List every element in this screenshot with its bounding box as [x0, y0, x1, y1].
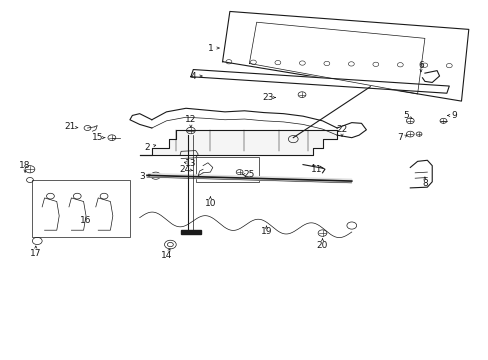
- Text: 3: 3: [139, 172, 144, 181]
- Polygon shape: [140, 130, 336, 155]
- Text: 1: 1: [207, 44, 213, 53]
- Polygon shape: [222, 12, 468, 101]
- Text: 20: 20: [316, 241, 327, 250]
- Text: 11: 11: [310, 165, 322, 174]
- Text: 21: 21: [64, 122, 76, 131]
- Text: 8: 8: [421, 179, 427, 188]
- Text: 17: 17: [30, 249, 41, 258]
- Bar: [195, 157, 259, 182]
- Text: 19: 19: [260, 228, 272, 237]
- Text: 13: 13: [185, 159, 196, 168]
- Text: 10: 10: [204, 199, 216, 208]
- Polygon shape: [147, 174, 351, 183]
- Text: 14: 14: [161, 251, 172, 260]
- Text: 5: 5: [403, 111, 408, 120]
- Text: 6: 6: [417, 61, 423, 70]
- Text: 7: 7: [397, 133, 403, 142]
- Text: 24: 24: [179, 165, 190, 174]
- Text: 18: 18: [20, 161, 31, 170]
- Text: 23: 23: [262, 93, 273, 102]
- Text: 25: 25: [243, 170, 255, 179]
- Polygon shape: [409, 160, 431, 188]
- Polygon shape: [181, 230, 200, 234]
- Text: 2: 2: [144, 143, 149, 152]
- Text: 12: 12: [185, 115, 196, 124]
- Text: 16: 16: [80, 216, 92, 225]
- Text: 4: 4: [190, 72, 196, 81]
- Text: 22: 22: [336, 125, 347, 134]
- Text: 15: 15: [91, 133, 103, 142]
- Bar: [32, 180, 130, 237]
- Polygon shape: [190, 69, 448, 93]
- Polygon shape: [422, 71, 439, 82]
- Text: 9: 9: [450, 111, 456, 120]
